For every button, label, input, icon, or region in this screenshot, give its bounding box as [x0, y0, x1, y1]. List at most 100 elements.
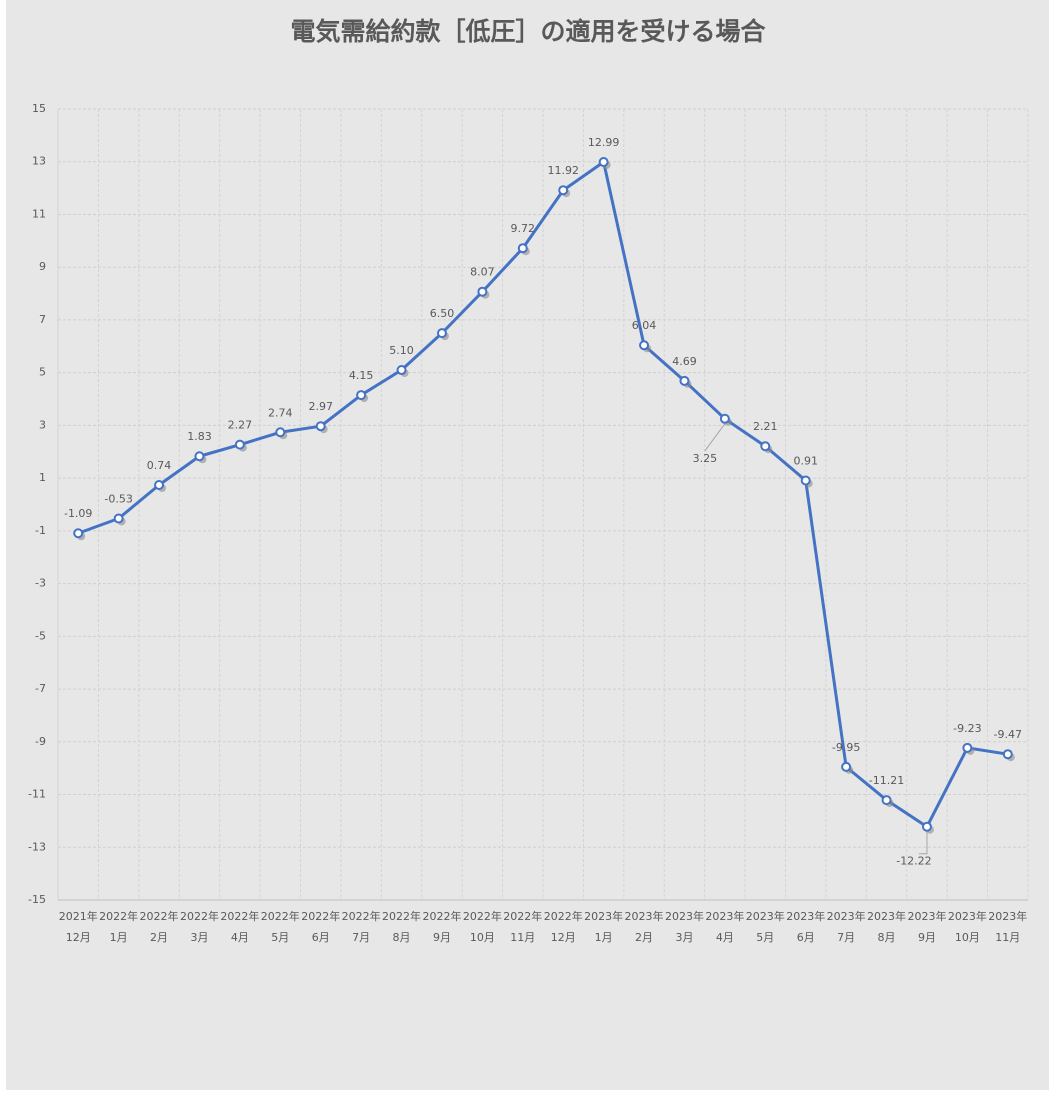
data-label: 4.69 [672, 355, 697, 368]
y-tick-label: 1 [39, 471, 46, 484]
data-point [679, 375, 690, 386]
x-tick-label: 8月 [393, 931, 411, 944]
chart-title: 電気需給約款［低圧］の適用を受ける場合 [290, 17, 766, 46]
data-label: 0.74 [147, 459, 172, 472]
y-tick-label: 3 [39, 418, 46, 431]
y-tick-label: -11 [28, 788, 46, 801]
y-tick-label: 15 [32, 102, 46, 115]
x-tick-label: 2023年 [988, 909, 1027, 923]
data-point [760, 441, 771, 452]
data-point [841, 761, 852, 772]
data-label: 6.50 [430, 307, 455, 320]
x-tick-label: 8月 [878, 931, 896, 944]
x-tick-label: 4月 [231, 931, 249, 944]
data-point [73, 528, 84, 539]
data-label: 5.10 [389, 344, 414, 357]
data-label: 2.74 [268, 406, 293, 419]
x-tick-label: 2022年 [503, 909, 542, 923]
x-tick-label: 2023年 [665, 909, 704, 923]
x-tick-label: 2023年 [827, 909, 866, 923]
y-tick-label: 5 [39, 366, 46, 379]
x-tick-label: 3月 [190, 931, 208, 944]
data-point [436, 328, 447, 339]
x-tick-label: 2023年 [705, 909, 744, 923]
data-point [477, 286, 488, 297]
x-tick-label: 4月 [716, 931, 734, 944]
y-tick-label: -13 [28, 840, 46, 853]
x-tick-label: 2022年 [140, 909, 179, 923]
data-label: 0.91 [793, 455, 818, 468]
x-tick-label: 2023年 [786, 909, 825, 923]
x-tick-label: 5月 [756, 931, 774, 944]
y-tick-label: -9 [35, 735, 46, 748]
data-point [639, 340, 650, 351]
x-tick-label: 2022年 [301, 909, 340, 923]
data-point [315, 421, 326, 432]
leader-line [918, 831, 928, 855]
data-point [275, 427, 286, 438]
x-tick-label: 2023年 [948, 909, 987, 923]
data-label: -9.47 [994, 728, 1022, 741]
line-series [77, 160, 1009, 829]
x-tick-label: 7月 [352, 931, 370, 944]
data-point [396, 365, 407, 376]
data-point [113, 513, 124, 524]
data-point [800, 475, 811, 486]
y-tick-label: -3 [35, 577, 46, 590]
x-tick-label: 3月 [675, 931, 693, 944]
y-tick-label: -7 [35, 682, 46, 695]
x-tick-label: 2023年 [867, 909, 906, 923]
data-label: 3.25 [693, 452, 718, 465]
data-label: 6.04 [632, 319, 657, 332]
x-tick-label: 10月 [955, 931, 980, 944]
x-tick-label: 2022年 [342, 909, 381, 923]
x-tick-label: 11月 [510, 931, 535, 944]
data-label: 8.07 [470, 266, 495, 279]
data-point [881, 795, 892, 806]
data-label: 2.27 [228, 419, 253, 432]
x-tick-label: 2022年 [382, 909, 421, 923]
x-tick-label: 1月 [595, 931, 613, 944]
data-label: -0.53 [104, 492, 132, 505]
x-tick-label: 2月 [150, 931, 168, 944]
data-label: -12.22 [896, 855, 931, 868]
y-tick-label: 9 [39, 260, 46, 273]
data-point [194, 451, 205, 462]
data-label: -9.23 [953, 722, 981, 735]
x-tick-label: 2022年 [99, 909, 138, 923]
x-tick-label: 12月 [551, 931, 576, 944]
data-point [517, 243, 528, 254]
x-tick-label: 9月 [433, 931, 451, 944]
data-label: 4.15 [349, 369, 374, 382]
y-tick-label: -1 [35, 524, 46, 537]
leader-line [704, 423, 726, 452]
x-tick-label: 12月 [66, 931, 91, 944]
x-tick-label: 2022年 [544, 909, 583, 923]
x-tick-label: 7月 [837, 931, 855, 944]
data-point [234, 439, 245, 450]
y-tick-label: 13 [32, 155, 46, 168]
data-label: -9.95 [832, 741, 860, 754]
y-tick-label: 11 [32, 207, 46, 220]
x-tick-label: 1月 [110, 931, 128, 944]
x-tick-label: 2022年 [180, 909, 219, 923]
data-point [558, 185, 569, 196]
x-tick-label: 2022年 [220, 909, 259, 923]
data-label: 2.21 [753, 420, 778, 433]
x-tick-label: 9月 [918, 931, 936, 944]
data-point [719, 413, 730, 424]
x-tick-label: 10月 [470, 931, 495, 944]
x-tick-label: 2月 [635, 931, 653, 944]
x-tick-label: 5月 [271, 931, 289, 944]
x-tick-label: 2022年 [463, 909, 502, 923]
chart-background [6, 0, 1049, 1090]
x-tick-label: 2023年 [584, 909, 623, 923]
data-label: -1.09 [64, 507, 92, 520]
y-tick-label: -15 [28, 893, 46, 906]
data-point [1002, 749, 1013, 760]
data-point [598, 156, 609, 167]
data-point [154, 479, 165, 490]
x-tick-label: 2022年 [422, 909, 461, 923]
x-tick-label: 2022年 [261, 909, 300, 923]
